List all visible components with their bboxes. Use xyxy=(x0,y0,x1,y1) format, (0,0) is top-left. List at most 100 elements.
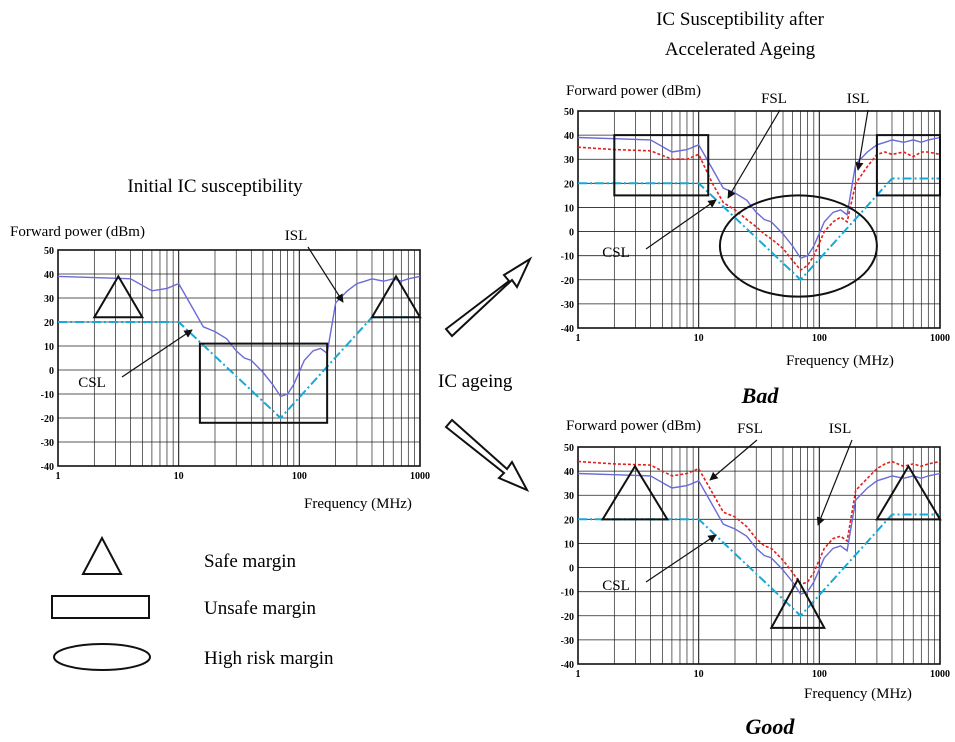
y-tick-label: 30 xyxy=(564,491,574,502)
grid xyxy=(578,447,940,664)
aged-title-line2: Accelerated Ageing xyxy=(665,39,816,60)
y-tick-label: 10 xyxy=(44,342,54,353)
unsafe-margin-rectangle xyxy=(198,342,329,424)
y-tick-label: 40 xyxy=(564,131,574,142)
plot-frame xyxy=(577,446,941,665)
series-isl-line xyxy=(577,136,941,259)
annotation-csl: CSL xyxy=(602,578,630,594)
legend-ellipse-icon xyxy=(53,643,151,671)
y-tick-label: -20 xyxy=(561,276,574,287)
x-tick-label: 1000 xyxy=(930,669,950,680)
y-tick-label: -40 xyxy=(561,660,574,671)
annotation-csl-leader xyxy=(645,534,717,583)
y-tick-label: 0 xyxy=(49,366,54,377)
x-tick-label: 10 xyxy=(694,333,704,344)
legend-label-ellipse: High risk margin xyxy=(204,648,334,669)
y-tick-label: -10 xyxy=(561,588,574,599)
annotation-isl: ISL xyxy=(847,91,870,107)
annotation-isl-leader xyxy=(855,109,869,171)
annotation-isl-leader xyxy=(307,246,344,303)
x-tick-label: 10 xyxy=(694,669,704,680)
safe-margin-triangle xyxy=(769,577,827,629)
safe-margin-triangle xyxy=(600,464,670,521)
x-tick-label: 100 xyxy=(812,333,827,344)
y-tick-label: 40 xyxy=(44,270,54,281)
y-tick-label: -30 xyxy=(41,438,54,449)
unsafe-margin-rectangle xyxy=(613,134,710,197)
annotation-fsl: FSL xyxy=(737,421,763,437)
x-tick-label: 10 xyxy=(174,471,184,482)
annotation-isl: ISL xyxy=(285,228,308,244)
annotation-isl: ISL xyxy=(829,421,852,437)
y-tick-label: 10 xyxy=(564,539,574,550)
y-tick-label: 50 xyxy=(564,107,574,118)
y-tick-label: -10 xyxy=(561,252,574,263)
x-tick-label: 1000 xyxy=(410,471,430,482)
y-tick-label: -40 xyxy=(561,324,574,335)
y-tick-label: 20 xyxy=(564,179,574,190)
y-tick-label: 20 xyxy=(44,318,54,329)
y-axis-label: Forward power (dBm) xyxy=(566,418,701,434)
y-tick-label: -40 xyxy=(41,462,54,473)
high-risk-margin-ellipse xyxy=(718,194,878,298)
x-tick-label: 1 xyxy=(576,333,581,344)
annotation-fsl: FSL xyxy=(761,91,787,107)
y-tick-label: 50 xyxy=(44,246,54,257)
y-tick-label: -30 xyxy=(561,300,574,311)
hollow-arrow-down xyxy=(444,418,530,493)
legend: Safe margin Unsafe margin High risk margin xyxy=(51,535,334,671)
y-tick-label: -10 xyxy=(41,390,54,401)
safe-margin-triangle xyxy=(875,464,942,521)
y-tick-label: 20 xyxy=(564,515,574,526)
verdict-bad: Bad xyxy=(741,383,780,408)
aged-title-line1: IC Susceptibility after xyxy=(656,9,824,30)
y-tick-label: 40 xyxy=(564,467,574,478)
y-axis-label: Forward power (dBm) xyxy=(10,224,145,240)
annotation-csl-leader xyxy=(121,329,193,378)
legend-label-triangle: Safe margin xyxy=(204,551,296,572)
safe-margin-triangle xyxy=(370,274,422,319)
y-tick-label: 50 xyxy=(564,443,574,454)
series-fsl-line xyxy=(577,460,941,586)
x-axis-label: Frequency (MHz) xyxy=(786,353,894,369)
series-isl-line xyxy=(57,275,421,398)
series-csl-line xyxy=(578,513,940,618)
annotation-csl-leader xyxy=(645,199,717,250)
annotation-csl: CSL xyxy=(602,245,630,261)
x-tick-label: 1000 xyxy=(930,333,950,344)
plot-frame xyxy=(577,110,941,329)
x-tick-label: 100 xyxy=(812,669,827,680)
series-csl-line xyxy=(578,177,940,282)
plot-frame xyxy=(57,249,421,467)
annotation-csl: CSL xyxy=(78,375,106,391)
y-tick-label: -20 xyxy=(561,612,574,623)
unsafe-margin-rectangle xyxy=(875,134,941,197)
x-axis-label: Frequency (MHz) xyxy=(804,686,912,702)
annotation-fsl-leader xyxy=(727,109,781,199)
series-fsl-line xyxy=(577,146,941,272)
series-isl-line xyxy=(577,472,941,595)
y-tick-label: -20 xyxy=(41,414,54,425)
x-tick-label: 1 xyxy=(56,471,61,482)
safe-margin-triangle xyxy=(92,274,145,319)
y-axis-label: Forward power (dBm) xyxy=(566,83,701,99)
y-tick-label: 0 xyxy=(569,228,574,239)
annotation-fsl-leader xyxy=(709,439,758,481)
grid xyxy=(58,250,420,466)
hollow-arrow-up xyxy=(444,256,533,338)
legend-triangle-icon xyxy=(81,535,123,575)
y-tick-label: 30 xyxy=(44,294,54,305)
center-label: IC ageing xyxy=(438,371,513,392)
x-tick-label: 1 xyxy=(576,669,581,680)
legend-label-rectangle: Unsafe margin xyxy=(204,598,317,619)
x-tick-label: 100 xyxy=(292,471,307,482)
x-axis-label: Frequency (MHz) xyxy=(304,496,412,512)
grid xyxy=(578,111,940,328)
legend-rectangle-icon xyxy=(51,595,150,619)
y-tick-label: -30 xyxy=(561,636,574,647)
initial-title: Initial IC susceptibility xyxy=(127,176,303,197)
